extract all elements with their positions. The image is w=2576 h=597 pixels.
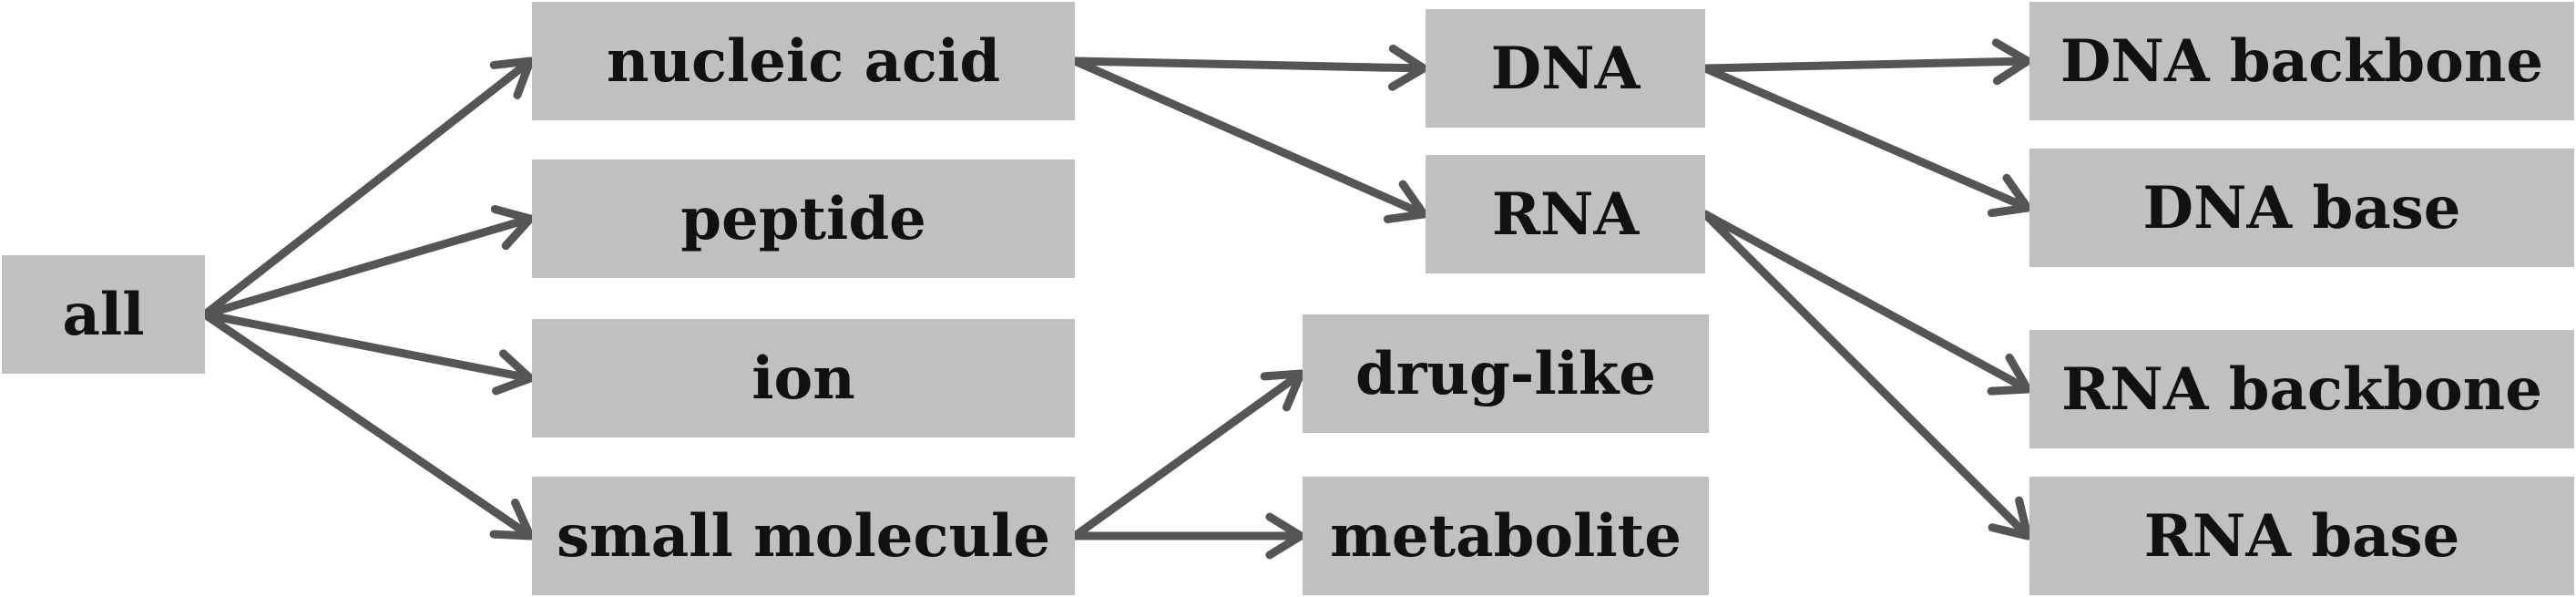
node-drug-like: drug-like	[1303, 314, 1709, 433]
arrow-nucleic-acid-to-rna	[1070, 57, 1428, 223]
arrow-dna-to-dna-base	[1701, 64, 2032, 218]
node-metabolite: metabolite	[1303, 477, 1709, 595]
node-small-molecule: small molecule	[532, 477, 1075, 595]
arrow-all-to-peptide	[200, 205, 535, 319]
node-rna-base: RNA base	[2029, 477, 2574, 595]
node-dna: DNA	[1426, 9, 1705, 128]
arrow-dna-to-dna-backbone	[1701, 38, 2032, 86]
arrow-rna-to-rna-backbone	[1701, 210, 2032, 396]
node-nucleic-acid: nucleic acid	[532, 2, 1075, 120]
node-peptide: peptide	[532, 160, 1075, 278]
node-all: all	[2, 255, 205, 374]
arrow-nucleic-acid-to-dna	[1070, 44, 1428, 91]
node-rna: RNA	[1426, 155, 1705, 273]
node-rna-backbone: RNA backbone	[2029, 330, 2574, 448]
arrow-all-to-small-molecule	[200, 310, 535, 540]
node-dna-backbone: DNA backbone	[2029, 2, 2574, 120]
node-ion: ion	[532, 319, 1075, 437]
arrow-small-molecule-to-drug-like	[1070, 369, 1305, 540]
arrow-all-to-nucleic-acid	[200, 57, 535, 319]
node-dna-base: DNA base	[2029, 149, 2574, 267]
arrow-small-molecule-to-metabolite	[1070, 512, 1305, 560]
arrow-all-to-ion	[200, 310, 535, 396]
arrow-rna-to-rna-base	[1701, 210, 2032, 540]
